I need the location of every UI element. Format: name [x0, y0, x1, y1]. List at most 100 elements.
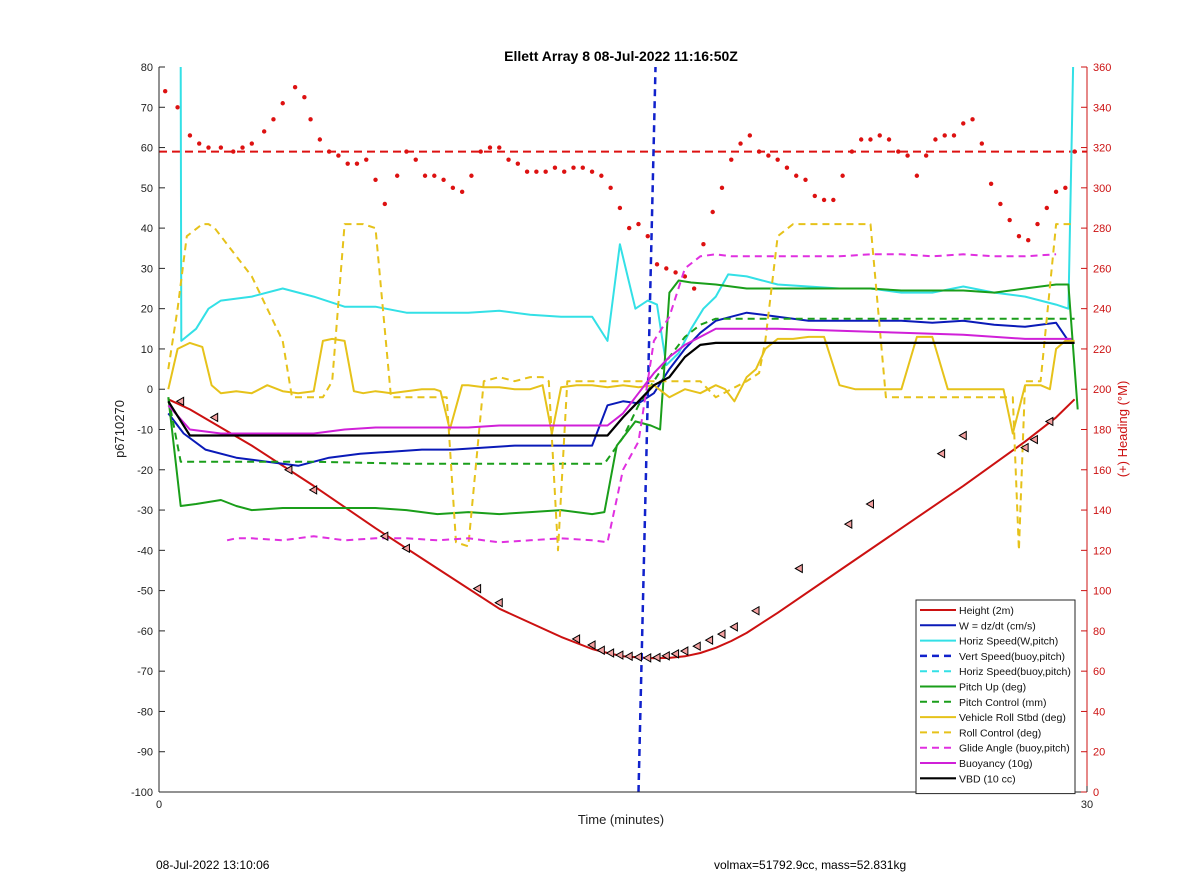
y-tick-label: -40	[137, 545, 153, 557]
y-right-tick-label: 180	[1093, 425, 1111, 437]
heading-point	[487, 145, 493, 150]
heading-point	[441, 177, 446, 182]
series-vert-speed-buoy-pitch	[637, 67, 657, 792]
y-right-tick-label: 300	[1093, 183, 1111, 195]
y-right-tick-label: 360	[1093, 62, 1111, 74]
y-tick-label: -70	[137, 666, 153, 678]
height-marker	[209, 412, 219, 423]
y-tick-label: -30	[137, 505, 153, 517]
y-right-tick-label: 60	[1093, 666, 1105, 678]
heading-point	[162, 88, 168, 94]
height-marker	[679, 646, 689, 656]
heading-point	[308, 117, 313, 122]
heading-point	[187, 133, 193, 138]
heading-point	[905, 153, 910, 158]
heading-point	[691, 286, 697, 291]
y-right-tick-label: 200	[1093, 384, 1111, 396]
heading-point	[654, 262, 660, 267]
legend-entry: Vert Speed(buoy,pitch)	[959, 651, 1065, 663]
series-buoyancy-10g	[167, 327, 1072, 435]
height-marker	[308, 485, 318, 495]
heading-point	[970, 117, 975, 122]
x-tick-label: 30	[1081, 799, 1093, 811]
heading-point	[701, 242, 706, 247]
heading-point	[326, 149, 332, 154]
y-right-tick-label: 80	[1093, 626, 1105, 638]
heading-point	[886, 137, 892, 142]
heading-point	[450, 185, 456, 191]
series-vbd-10-cc	[167, 341, 1075, 437]
y-tick-label: 0	[147, 384, 153, 396]
height-marker	[571, 634, 581, 644]
height-marker	[843, 519, 853, 530]
heading-point	[249, 141, 254, 146]
heading-point	[394, 173, 400, 178]
legend: Height (2m) W = dz/dt (cm/s) Horiz Speed(W…	[915, 599, 1076, 795]
height-marker	[692, 641, 701, 652]
heading-point	[896, 149, 901, 154]
heading-point	[840, 173, 845, 178]
heading-point	[506, 157, 511, 162]
height-marker	[642, 653, 652, 663]
heading-point	[261, 129, 267, 134]
y-right-tick-label: 160	[1093, 465, 1111, 477]
y-tick-label: 20	[141, 304, 153, 316]
series-vehicle-roll-stbd-deg	[167, 335, 1075, 435]
heading-point	[942, 133, 947, 138]
heading-point	[951, 133, 957, 138]
footer-timestamp: 08-Jul-2022 13:10:06	[156, 858, 270, 872]
heading-point	[432, 173, 437, 178]
y-right-tick-label: 260	[1093, 263, 1111, 275]
y-axis-label: p6710270	[112, 400, 127, 458]
heading-point	[218, 145, 224, 150]
height-marker	[283, 464, 293, 475]
heading-point	[775, 157, 780, 162]
legend-entry: Height (2m)	[959, 605, 1014, 617]
heading-point	[1063, 185, 1068, 191]
heading-point	[636, 221, 641, 227]
height-marker	[605, 648, 615, 658]
x-axis-label: Time (minutes)	[578, 812, 664, 827]
heading-point	[673, 270, 678, 275]
heading-point	[756, 149, 762, 154]
series-w-dz-dt-cm-s	[167, 311, 1070, 467]
y-tick-label: -10	[137, 425, 153, 437]
heading-point	[988, 181, 994, 187]
height-marker	[1020, 442, 1029, 453]
height-marker	[865, 499, 874, 509]
heading-point	[459, 189, 465, 195]
legend-entry: Vehicle Roll Stbd (deg)	[959, 712, 1066, 724]
heading-point	[617, 205, 623, 211]
heading-point	[961, 121, 966, 126]
heading-point	[364, 157, 369, 162]
chart-title: Ellett Array 8 08-Jul-2022 11:16:50Z	[504, 48, 738, 64]
y-tick-label: -80	[137, 706, 153, 718]
heading-point	[831, 197, 836, 203]
y-right-tick-label: 20	[1093, 747, 1105, 759]
height-marker	[958, 430, 967, 441]
legend-box	[915, 599, 1076, 795]
height-marker	[175, 396, 185, 407]
heading-point	[1035, 221, 1040, 227]
height-marker	[1044, 416, 1054, 427]
y-tick-label: -20	[137, 465, 153, 477]
y-right-tick-label: 120	[1093, 545, 1111, 557]
y-axis-right-label: (+) Heading (°M)	[1115, 381, 1130, 478]
series-pitch-control-mm	[167, 317, 1075, 465]
legend-entry: Pitch Control (mm)	[959, 697, 1047, 709]
heading-point	[803, 177, 808, 182]
heading-point	[1016, 233, 1022, 239]
heading-point	[515, 161, 521, 166]
y-right-tick-label: 40	[1093, 706, 1105, 718]
heading-point	[645, 233, 650, 239]
height-marker	[751, 605, 760, 616]
height-markers	[175, 396, 1054, 663]
height-marker	[1029, 434, 1038, 445]
heading-point	[626, 225, 632, 231]
y-right-tick-label: 0	[1093, 787, 1099, 799]
heading-point	[562, 169, 567, 174]
height-marker	[729, 621, 738, 632]
heading-point	[382, 201, 388, 207]
heading-point	[1053, 189, 1059, 195]
